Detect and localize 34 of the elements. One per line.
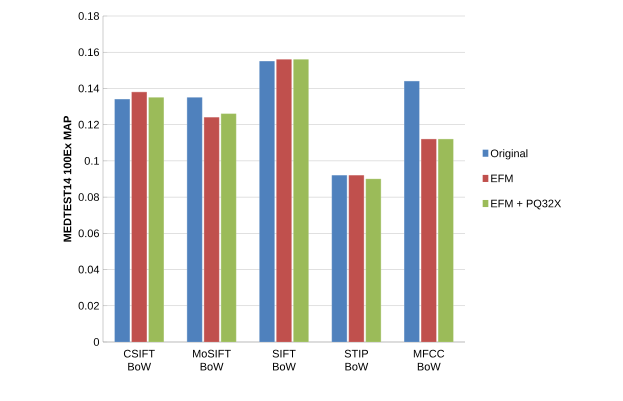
x-tick-label: SIFT BoW	[272, 350, 296, 370]
bar	[332, 175, 348, 342]
bar	[421, 138, 437, 342]
legend-label: EFM	[491, 174, 513, 182]
y-tick-label: 0	[94, 338, 100, 346]
x-tick-label: MoSIFT BoW	[193, 350, 231, 370]
y-tick-label: 0.1	[84, 157, 99, 165]
x-tick-label: MFCC BoW	[414, 350, 444, 370]
bar	[148, 97, 164, 342]
y-tick-label: 0.04	[78, 266, 100, 274]
bar	[366, 178, 382, 342]
y-tick-label: 0.12	[78, 120, 99, 129]
legend-label: Original	[490, 149, 528, 160]
y-tick-label: 0.08	[78, 193, 99, 201]
bar	[220, 114, 236, 342]
x-tick-label: CSIFT BoW	[124, 350, 155, 370]
bar	[186, 97, 202, 342]
bar	[132, 92, 147, 342]
bar	[348, 175, 364, 342]
y-tick-label: 0.02	[78, 302, 99, 310]
y-tick-label: 0.16	[78, 48, 99, 56]
bar	[276, 59, 292, 342]
y-tick-label: 0.14	[78, 84, 100, 92]
x-tick-label: STIP BoW	[344, 350, 368, 370]
legend-label: EFM + PQ32X	[491, 200, 562, 210]
y-tick-label: 0.06	[78, 229, 99, 238]
bar	[259, 61, 275, 342]
y-tick-label: 0.18	[78, 12, 99, 20]
bar	[438, 138, 454, 342]
y-axis-title: MEDTEST14 100Ex MAP	[64, 116, 72, 242]
bar	[293, 59, 309, 342]
bar	[204, 117, 220, 342]
bar	[114, 99, 130, 342]
bar	[404, 80, 420, 342]
